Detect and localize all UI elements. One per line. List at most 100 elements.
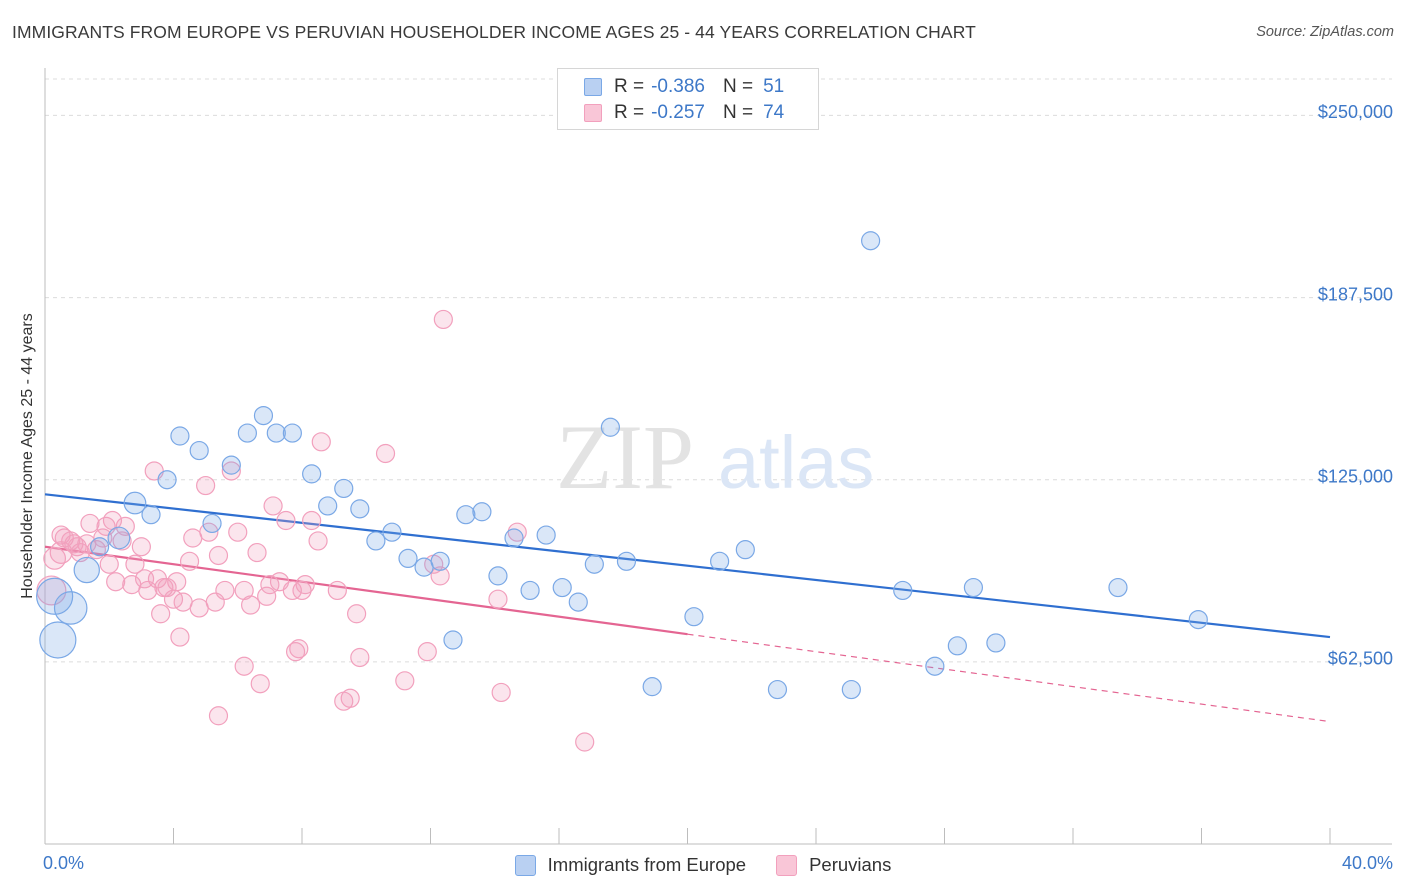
series-legend: Immigrants from Europe Peruvians bbox=[0, 852, 1406, 878]
trend-line-peruvians bbox=[44, 545, 688, 636]
watermark-zip: ZIP bbox=[556, 406, 694, 508]
point-europe-28 bbox=[472, 502, 492, 522]
trend-line-peruvians-projection bbox=[687, 633, 1331, 723]
point-europe-41 bbox=[735, 540, 755, 560]
point-peruvians-51 bbox=[263, 496, 283, 516]
point-europe-23 bbox=[398, 548, 418, 569]
point-peruvians-55 bbox=[285, 642, 306, 662]
point-peruvians-67 bbox=[375, 443, 396, 464]
point-europe-4 bbox=[107, 526, 131, 550]
point-peruvians-20 bbox=[125, 554, 145, 574]
europe-r-value: -0.386 bbox=[651, 76, 705, 97]
peruvians-n-value: 74 bbox=[763, 102, 785, 123]
point-peruvians-39 bbox=[208, 545, 229, 566]
point-europe-22 bbox=[382, 522, 402, 542]
point-peruvians-40 bbox=[208, 706, 229, 726]
point-peruvians-30 bbox=[167, 572, 187, 592]
point-peruvians-53 bbox=[276, 510, 296, 531]
legend-peruvians-label: Peruvians bbox=[809, 854, 892, 875]
point-peruvians-34 bbox=[183, 528, 203, 548]
point-peruvians-11 bbox=[86, 540, 107, 560]
point-peruvians-69 bbox=[417, 642, 437, 662]
peruvians-r-value: -0.257 bbox=[651, 102, 705, 123]
point-europe-48 bbox=[963, 577, 984, 598]
point-europe-49 bbox=[986, 633, 1006, 653]
legend-item-europe: Immigrants from Europe bbox=[514, 852, 747, 878]
point-peruvians-14 bbox=[99, 554, 119, 574]
point-europe-30 bbox=[504, 528, 524, 548]
point-europe-21 bbox=[366, 531, 386, 551]
point-europe-42 bbox=[767, 679, 788, 700]
point-europe-8 bbox=[157, 470, 177, 490]
point-peruvians-26 bbox=[151, 604, 171, 624]
point-europe-36 bbox=[600, 417, 621, 437]
point-peruvians-75 bbox=[507, 522, 527, 542]
point-peruvians-10 bbox=[80, 513, 100, 534]
point-peruvians-60 bbox=[308, 531, 328, 551]
point-europe-27 bbox=[456, 505, 476, 525]
point-peruvians-57 bbox=[292, 580, 312, 601]
point-peruvians-59 bbox=[302, 510, 322, 531]
europe-swatch-icon bbox=[584, 78, 602, 96]
point-peruvians-48 bbox=[250, 674, 270, 694]
point-peruvians-33 bbox=[179, 551, 200, 571]
y-tick-label-1: $125,000 bbox=[1318, 466, 1393, 486]
point-europe-29 bbox=[488, 566, 508, 586]
point-peruvians-16 bbox=[106, 572, 126, 592]
point-peruvians-28 bbox=[157, 577, 177, 598]
point-europe-20 bbox=[350, 499, 370, 519]
stats-row-peruvians: R = -0.257 N = 74 bbox=[584, 100, 784, 126]
legend-europe-label: Immigrants from Europe bbox=[547, 854, 747, 875]
point-peruvians-41 bbox=[215, 580, 235, 601]
point-europe-46 bbox=[925, 656, 945, 676]
point-europe-6 bbox=[123, 491, 147, 515]
point-europe-45 bbox=[893, 580, 913, 601]
point-europe-50 bbox=[1108, 577, 1128, 598]
point-peruvians-46 bbox=[241, 595, 261, 615]
point-peruvians-31 bbox=[170, 627, 190, 647]
europe-r-label: R = bbox=[614, 76, 645, 97]
axes bbox=[44, 68, 1392, 845]
point-peruvians-62 bbox=[327, 580, 347, 601]
point-europe-9 bbox=[170, 426, 190, 446]
point-peruvians-72 bbox=[433, 309, 453, 330]
point-peruvians-18 bbox=[115, 516, 135, 536]
data-points bbox=[36, 231, 1208, 752]
point-europe-32 bbox=[536, 525, 556, 545]
point-europe-51 bbox=[1188, 609, 1208, 630]
x-tick-label-0: 0.0% bbox=[43, 853, 84, 873]
point-europe-44 bbox=[861, 231, 881, 251]
y-tick-label-0: $62,500 bbox=[1328, 649, 1393, 669]
tick-labels: $62,500 $125,000 $187,500 $250,000 0.0% 40.0% bbox=[43, 102, 1393, 873]
point-europe-19 bbox=[334, 478, 354, 499]
point-europe-35 bbox=[584, 554, 604, 574]
point-europe-2 bbox=[53, 591, 88, 625]
point-europe-18 bbox=[318, 496, 338, 516]
point-europe-34 bbox=[568, 592, 588, 612]
point-europe-40 bbox=[710, 551, 730, 571]
point-europe-11 bbox=[202, 513, 222, 534]
point-peruvians-61 bbox=[311, 432, 331, 452]
point-peruvians-49 bbox=[257, 586, 277, 606]
trend-line-europe bbox=[44, 493, 1331, 639]
point-peruvians-64 bbox=[340, 688, 360, 708]
source-note: Source: ZipAtlas.com bbox=[1256, 24, 1394, 40]
legend-item-peruvians: Peruvians bbox=[776, 852, 891, 878]
legend-europe-swatch-icon bbox=[514, 854, 536, 876]
point-europe-5 bbox=[90, 537, 110, 557]
point-europe-14 bbox=[253, 406, 274, 426]
point-europe-15 bbox=[266, 423, 286, 443]
point-peruvians-71 bbox=[430, 566, 450, 586]
point-europe-24 bbox=[414, 557, 434, 577]
point-europe-10 bbox=[189, 440, 209, 461]
legend-peruvians-swatch-icon bbox=[776, 854, 798, 876]
point-europe-43 bbox=[841, 679, 861, 700]
point-europe-38 bbox=[642, 677, 662, 697]
trend-lines bbox=[44, 493, 1331, 723]
point-peruvians-47 bbox=[247, 542, 267, 563]
point-peruvians-65 bbox=[347, 604, 367, 624]
point-peruvians-58 bbox=[295, 575, 315, 595]
point-europe-31 bbox=[520, 580, 540, 601]
watermark-atlas: atlas bbox=[718, 421, 874, 504]
point-peruvians-35 bbox=[189, 598, 209, 618]
